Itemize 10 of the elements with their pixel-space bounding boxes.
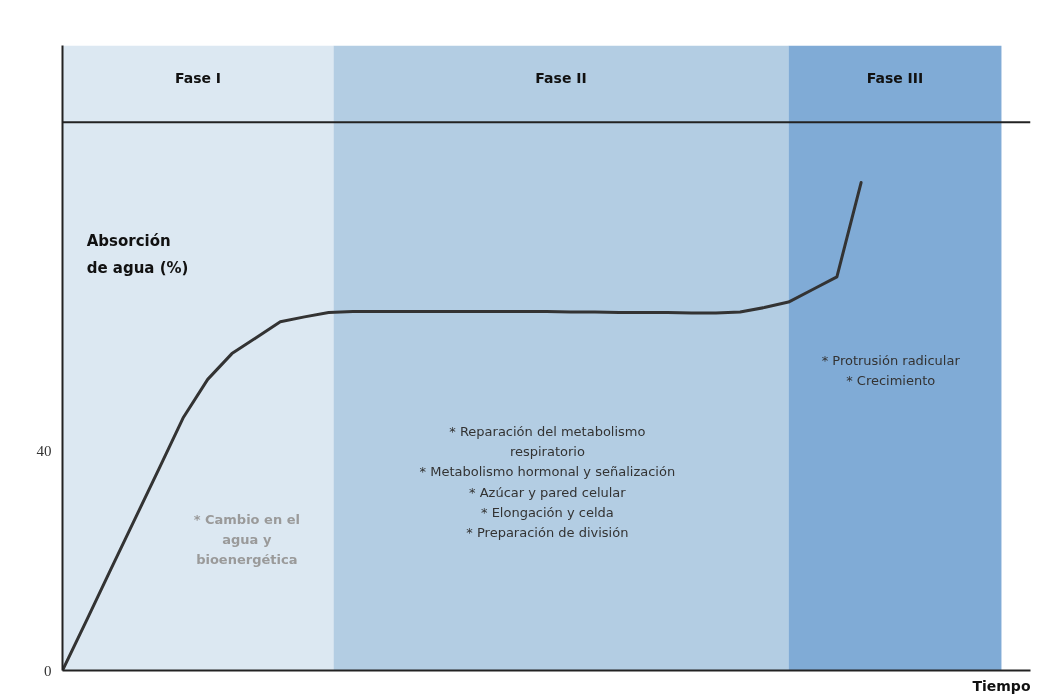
annotation: * Reparación del metabolismo respiratorio * Metabolismo hormonal y señalización * Azúcar y pared celular * Elongación y celda * Preparación de división: [419, 423, 676, 541]
annotation: * Protrusión radicular * Crecimiento: [821, 352, 961, 388]
annotation: Fase II: [535, 70, 587, 87]
annotation: * Cambio en el agua y bioenergética: [193, 511, 300, 568]
annotation: Fase III: [866, 70, 924, 87]
x-axis-title: Tiempo: [972, 677, 1031, 694]
y-axis-title: Absorción de agua (%): [86, 231, 189, 277]
y-tick-label: 40: [36, 443, 52, 460]
annotation: Fase I: [174, 70, 222, 87]
y-tick-label: 0: [44, 662, 52, 679]
